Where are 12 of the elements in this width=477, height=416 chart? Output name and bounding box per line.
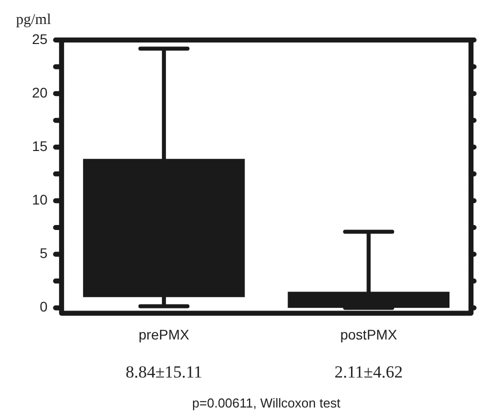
y-axis-title: pg/ml (16, 12, 52, 28)
text: 2.11±4.62 (334, 362, 403, 382)
x-tick-label: postPMX (340, 326, 398, 342)
y-tick-label: 5 (40, 245, 48, 262)
y-tick-label: 15 (32, 138, 48, 154)
x-tick-label: prePMX (138, 326, 190, 342)
y-tick-label: 20 (32, 84, 48, 100)
text: p=0.00611, Willcoxon test (192, 396, 341, 411)
y-tick-label: 10 (32, 192, 48, 208)
y-tick-label: 0 (40, 298, 48, 315)
y-tick-label: 25 (32, 30, 48, 47)
text: 8.84±15.11 (126, 362, 202, 382)
